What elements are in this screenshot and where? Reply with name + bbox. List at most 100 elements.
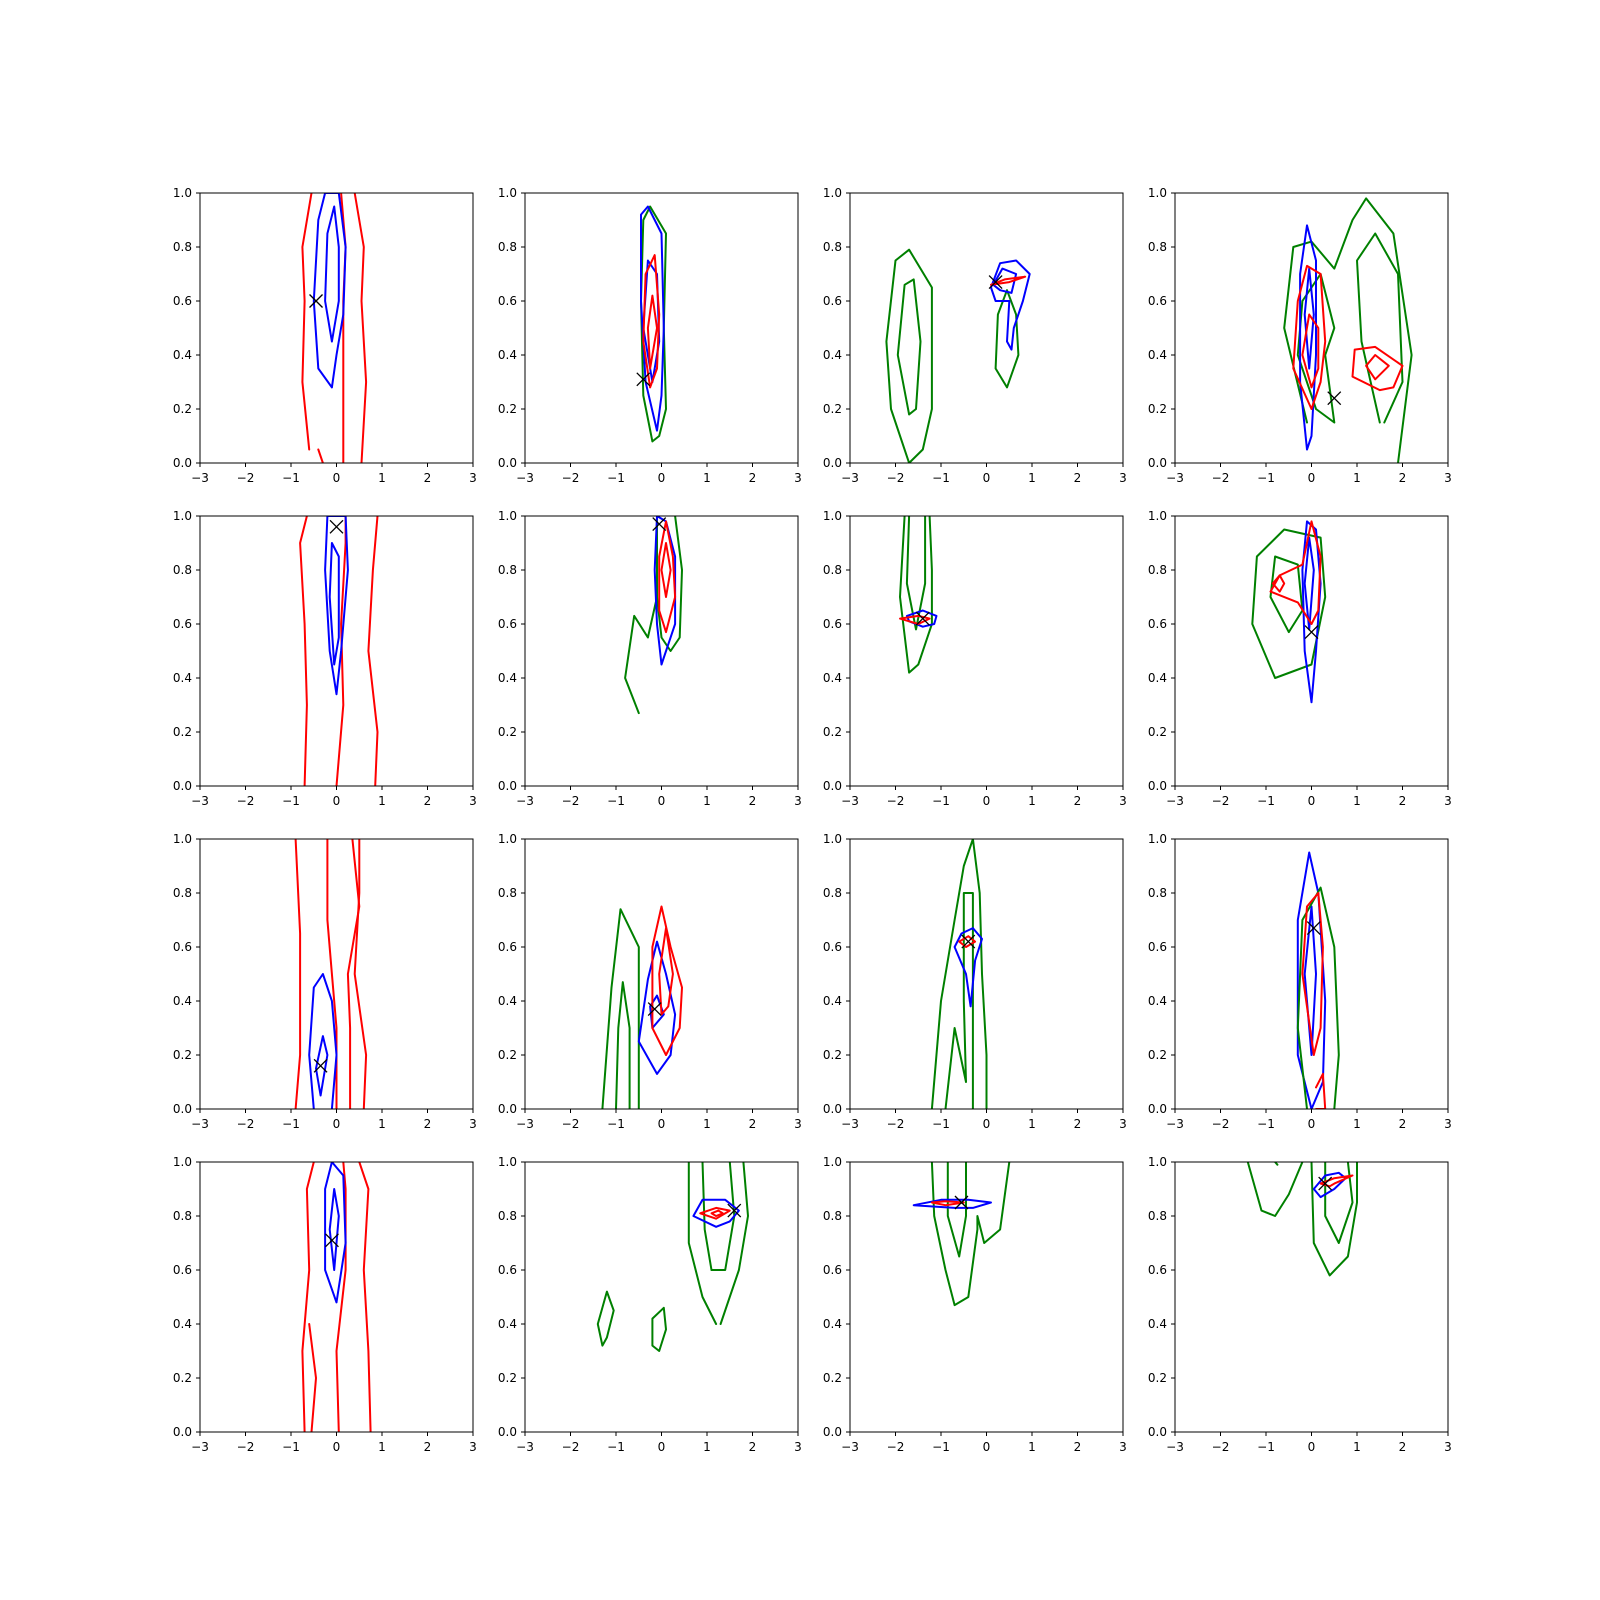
y-tick-label: 0.8 (173, 886, 192, 900)
x-tick-label: 2 (1074, 1440, 1082, 1454)
x-tick-label: −1 (932, 471, 950, 485)
contour-group (1251, 520, 1327, 704)
y-tick-label: 0.8 (823, 563, 842, 577)
contour-group (299, 516, 379, 786)
x-tick-label: 0 (1308, 1440, 1316, 1454)
y-tick-label: 0.6 (1148, 294, 1167, 308)
x-tick-label: 0 (983, 1440, 991, 1454)
x-tick-label: 2 (1399, 1440, 1407, 1454)
y-tick-label: 0.4 (498, 348, 517, 362)
contour-blue (324, 516, 349, 696)
marker-x (309, 294, 323, 308)
contour-red (699, 1206, 731, 1220)
y-tick-label: 0.4 (1148, 1317, 1167, 1331)
x-tick-label: 2 (424, 471, 432, 485)
contour-red (1301, 313, 1320, 389)
x-tick-label: 0 (658, 1117, 666, 1131)
axes-frame (849, 515, 1124, 787)
contour-red (642, 254, 661, 389)
x-tick-label: −2 (237, 794, 255, 808)
y-tick-label: 0.6 (1148, 940, 1167, 954)
y-tick-label: 1.0 (823, 186, 842, 200)
x-tick-label: −2 (562, 794, 580, 808)
x-tick-label: 0 (658, 794, 666, 808)
x-tick-label: −2 (1212, 471, 1230, 485)
subplot-r4-c1: −3 −2 −1 0 1 2 3 0.0 0.2 0.4 0.6 0.8 1.0 (173, 1155, 477, 1454)
marker-x (1304, 625, 1319, 640)
contour-red (294, 839, 302, 1109)
x-tick-label: 3 (1119, 1117, 1127, 1131)
x-tick-label: −1 (1257, 794, 1275, 808)
x-tick-label: 1 (703, 1117, 711, 1131)
x-tick-label: 1 (378, 1440, 386, 1454)
contour-green (944, 892, 974, 1109)
contour-red (1351, 345, 1404, 392)
y-tick-label: 1.0 (1148, 1155, 1167, 1169)
x-tick-label: 0 (983, 794, 991, 808)
contour-red (710, 1209, 724, 1217)
x-tick-label: 1 (1353, 794, 1361, 808)
x-tick-label: −3 (191, 794, 209, 808)
contour-green (596, 1290, 615, 1347)
contour-red (299, 516, 308, 786)
x-tick-label: −1 (1257, 1440, 1275, 1454)
x-tick-label: −3 (841, 794, 859, 808)
contour-group (1296, 851, 1340, 1109)
contour-group (601, 905, 683, 1109)
contour-blue (328, 542, 340, 666)
y-tick-label: 1.0 (173, 832, 192, 846)
x-tick-label: −3 (841, 1440, 859, 1454)
y-tick-label: 0.6 (173, 294, 192, 308)
y-tick-label: 0.6 (823, 617, 842, 631)
x-tick-label: 0 (1308, 794, 1316, 808)
x-tick-label: −2 (887, 1117, 905, 1131)
contour-green (624, 516, 658, 715)
y-tick-label: 0.0 (823, 1102, 842, 1116)
x-tick-label: −1 (282, 1117, 300, 1131)
y-tick-label: 0.0 (173, 456, 192, 470)
x-tick-label: 1 (703, 471, 711, 485)
x-tick-label: −1 (282, 1440, 300, 1454)
x-tick-label: 0 (333, 794, 341, 808)
contour-green (905, 516, 927, 631)
y-tick-label: 1.0 (1148, 186, 1167, 200)
contour-group (885, 248, 1031, 463)
contour-green (701, 1162, 713, 1271)
marker-x (313, 1058, 328, 1073)
contour-red (1315, 1072, 1327, 1109)
y-tick-label: 0.0 (498, 779, 517, 793)
x-tick-label: 2 (1074, 471, 1082, 485)
y-tick-label: 0.2 (173, 725, 192, 739)
contour-red (308, 1323, 317, 1432)
subplot-r1-c3: −3 −2 −1 0 1 2 3 0.0 0.2 0.4 0.6 0.8 1.0 (823, 186, 1127, 485)
x-tick-label: 0 (658, 471, 666, 485)
x-tick-label: 0 (333, 471, 341, 485)
contour-blue (315, 1035, 329, 1097)
subplot-r1-c2: −3 −2 −1 0 1 2 3 0.0 0.2 0.4 0.6 0.8 1.0 (498, 186, 802, 485)
y-tick-label: 0.2 (1148, 402, 1167, 416)
x-tick-label: −1 (607, 471, 625, 485)
x-tick-label: −1 (1257, 1117, 1275, 1131)
x-tick-label: 2 (1399, 1117, 1407, 1131)
x-tick-label: 0 (983, 471, 991, 485)
contour-group (294, 839, 368, 1109)
contour-red (1292, 264, 1327, 410)
x-tick-label: 3 (794, 471, 802, 485)
contour-red (353, 193, 368, 463)
y-tick-label: 0.2 (823, 1048, 842, 1062)
y-tick-label: 0.0 (173, 1425, 192, 1439)
y-tick-label: 0.8 (1148, 240, 1167, 254)
x-tick-label: −2 (562, 1117, 580, 1131)
contour-group (596, 1162, 749, 1352)
y-tick-label: 0.6 (823, 294, 842, 308)
y-tick-label: 0.4 (173, 671, 192, 685)
x-tick-label: 2 (749, 794, 757, 808)
contour-green (946, 1162, 967, 1258)
subplot-r4-c2: −3 −2 −1 0 1 2 3 0.0 0.2 0.4 0.6 0.8 1.0 (498, 1155, 802, 1454)
y-tick-label: 0.2 (498, 725, 517, 739)
axes-frame (524, 515, 799, 787)
y-tick-label: 0.6 (173, 940, 192, 954)
contour-green (994, 289, 1020, 389)
x-tick-label: 3 (469, 471, 477, 485)
y-tick-label: 0.8 (1148, 1209, 1167, 1223)
